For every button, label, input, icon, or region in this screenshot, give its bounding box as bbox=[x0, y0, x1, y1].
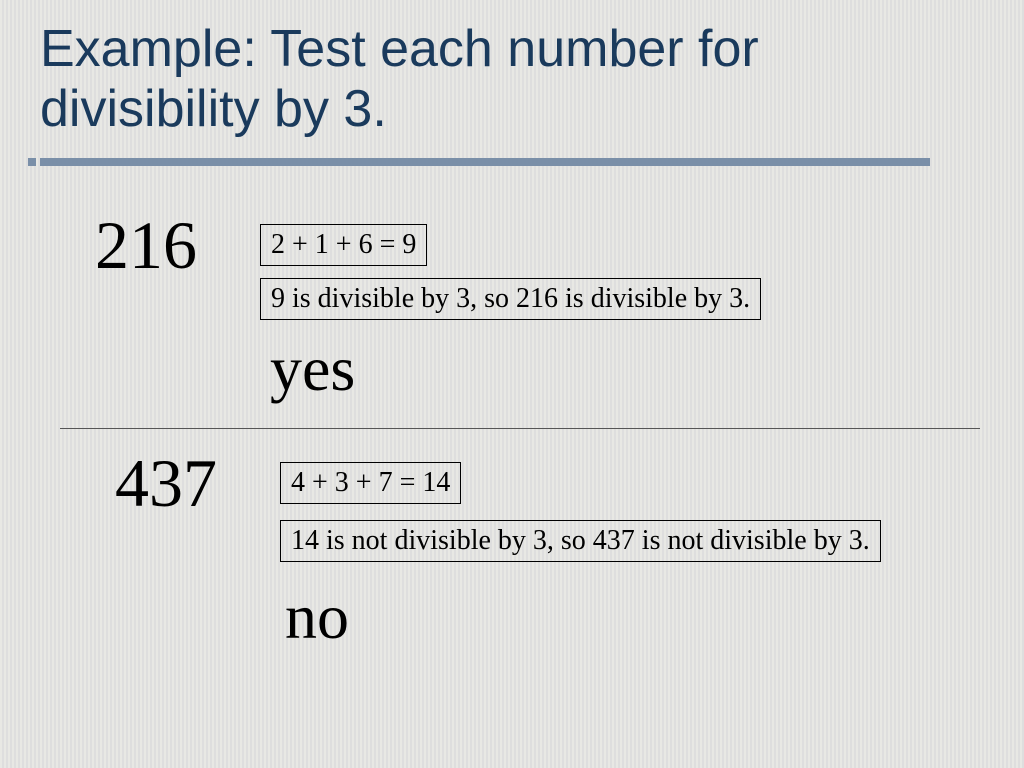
example-answer-1: yes bbox=[270, 332, 355, 406]
slide: Example: Test each number for divisibili… bbox=[0, 0, 1024, 768]
slide-title: Example: Test each number for divisibili… bbox=[40, 20, 984, 140]
example-conclusion-2: 14 is not divisible by 3, so 437 is not … bbox=[280, 520, 881, 562]
example-conclusion-1: 9 is divisible by 3, so 216 is divisible… bbox=[260, 278, 761, 320]
example-number-2: 437 bbox=[115, 444, 217, 523]
title-rule bbox=[40, 158, 930, 166]
example-answer-2: no bbox=[285, 580, 349, 654]
divider bbox=[60, 428, 980, 429]
example-equation-1: 2 + 1 + 6 = 9 bbox=[260, 224, 427, 266]
example-number-1: 216 bbox=[95, 206, 197, 285]
example-equation-2: 4 + 3 + 7 = 14 bbox=[280, 462, 461, 504]
